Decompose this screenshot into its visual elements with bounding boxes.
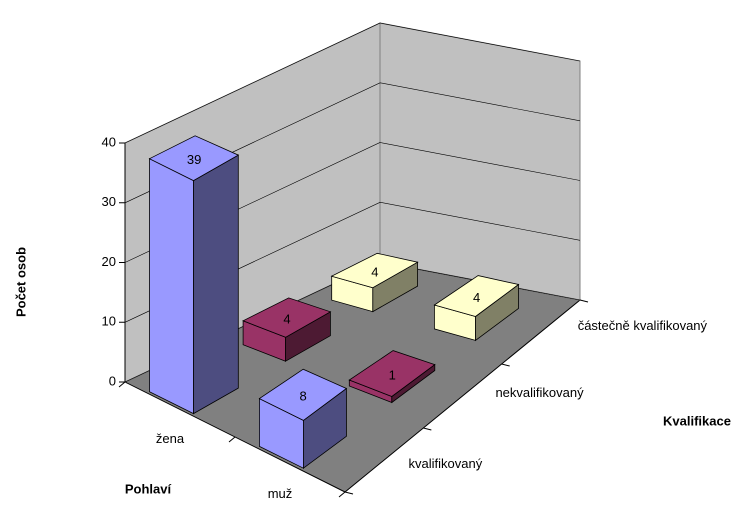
bar bbox=[258, 368, 348, 469]
bar bbox=[148, 135, 240, 415]
x-axis-title: Pohlaví bbox=[125, 481, 172, 496]
y-tick-label: 0 bbox=[109, 373, 116, 388]
z-tick bbox=[344, 491, 354, 495]
y-tick-label: 20 bbox=[102, 254, 116, 269]
y-tick-label: 30 bbox=[102, 194, 116, 209]
data-label: 8 bbox=[299, 389, 306, 404]
z-tick bbox=[423, 427, 432, 431]
data-label: 39 bbox=[187, 152, 201, 167]
bar-top bbox=[330, 252, 419, 289]
z-tick-label: kvalifikovaný bbox=[409, 456, 483, 471]
grid-line bbox=[124, 22, 581, 144]
bar bbox=[433, 275, 520, 342]
bar-top bbox=[348, 350, 436, 397]
bar bbox=[348, 350, 436, 404]
bar-top bbox=[433, 275, 520, 317]
z-tick bbox=[579, 299, 589, 303]
z-tick-label: nekvalifikovaný bbox=[495, 385, 584, 400]
bar-front bbox=[149, 158, 194, 415]
data-label: 4 bbox=[371, 264, 378, 279]
bar bbox=[330, 252, 419, 313]
x-tick bbox=[228, 436, 236, 443]
bar bbox=[242, 297, 332, 362]
y-tick-label: 10 bbox=[102, 314, 116, 329]
z-axis-title: Kvalifikace bbox=[663, 413, 731, 428]
bar-side bbox=[193, 154, 239, 415]
data-label: 1 bbox=[389, 367, 396, 382]
x-tick-label: žena bbox=[156, 431, 185, 446]
x-tick bbox=[118, 381, 126, 388]
bar-top bbox=[258, 368, 348, 421]
data-label: 4 bbox=[473, 290, 480, 305]
z-tick-label: částečně kvalifikovaný bbox=[578, 318, 708, 333]
x-tick-label: muž bbox=[268, 486, 293, 501]
bar-top bbox=[148, 135, 240, 182]
z-tick bbox=[501, 363, 510, 367]
x-tick bbox=[338, 491, 346, 498]
bar-top bbox=[242, 297, 332, 338]
y-axis-title: Počet osob bbox=[13, 247, 28, 317]
y-tick-label: 40 bbox=[102, 134, 116, 149]
data-label: 4 bbox=[283, 311, 290, 326]
